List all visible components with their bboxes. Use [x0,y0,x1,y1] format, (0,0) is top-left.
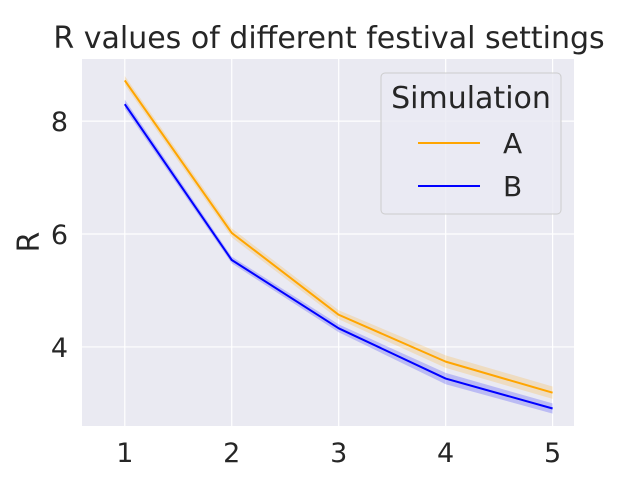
x-tick-label: 3 [330,438,347,469]
y-tick-label: 4 [51,333,68,364]
series-lines [123,79,553,410]
series-a-line [123,79,553,394]
chart-title: R values of different festival settings [53,21,604,56]
x-tick-label: 5 [544,438,561,469]
legend: Simulation A B [380,72,562,215]
x-tick-label: 4 [437,438,454,469]
y-axis-label: R [12,232,47,253]
x-tick-label: 2 [223,438,240,469]
x-tick-labels: 1 2 3 4 5 [116,438,561,469]
y-tick-label: 6 [51,220,68,251]
legend-label-b: B [503,170,522,203]
y-tick-labels: 4 6 8 [51,107,68,364]
x-tick-label: 1 [116,438,133,469]
series-b-line [123,103,553,410]
y-tick-label: 8 [51,107,68,138]
legend-label-a: A [503,127,522,160]
legend-title: Simulation [391,81,551,116]
